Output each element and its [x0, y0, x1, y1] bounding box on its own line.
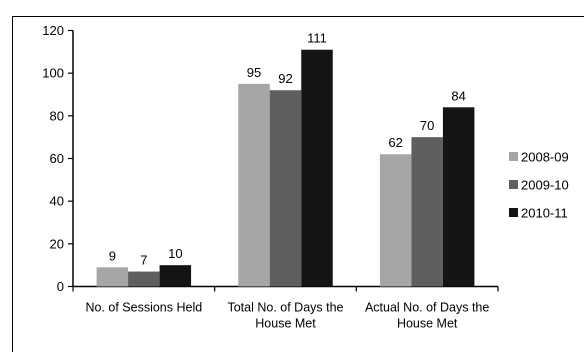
bar-2010-11 [159, 265, 192, 287]
bar-2010-11 [301, 49, 333, 287]
data-label: 7 [140, 253, 147, 268]
data-label: 9 [109, 248, 116, 263]
data-label: 84 [451, 88, 465, 103]
y-tick-label: 120 [42, 23, 64, 38]
bar-2010-11 [442, 107, 475, 287]
y-tick-label: 100 [42, 66, 64, 81]
y-tick-label: 80 [50, 108, 64, 123]
legend-swatch [509, 208, 518, 217]
data-label: 92 [278, 71, 292, 86]
bar-2009-10 [128, 271, 160, 287]
chart-frame [12, 16, 584, 352]
legend-label: 2009-10 [521, 178, 569, 193]
bar-2008-09 [238, 83, 270, 287]
y-tick-label: 40 [50, 194, 64, 209]
data-label: 62 [388, 135, 402, 150]
x-category-label: House Met [397, 317, 458, 331]
x-category-label: No. of Sessions Held [85, 301, 202, 315]
y-tick-label: 20 [50, 236, 64, 251]
x-category-label: Actual No. of Days the [365, 301, 489, 315]
y-tick-label: 60 [50, 151, 64, 166]
legend-swatch [509, 180, 518, 189]
legend-swatch [509, 152, 518, 161]
data-label: 111 [307, 31, 327, 46]
data-label: 70 [420, 118, 434, 133]
legend-label: 2008-09 [521, 150, 569, 165]
x-category-label: House Met [255, 317, 316, 331]
bar-2008-09 [96, 267, 129, 287]
x-category-label: Total No. of Days the [227, 301, 343, 315]
data-label: 10 [168, 246, 182, 261]
bar-2009-10 [411, 137, 443, 287]
legend-label: 2010-11 [521, 206, 568, 221]
data-label: 95 [247, 65, 261, 80]
bar-2008-09 [379, 154, 412, 287]
y-tick-label: 0 [57, 279, 64, 294]
bar-2009-10 [269, 90, 302, 287]
